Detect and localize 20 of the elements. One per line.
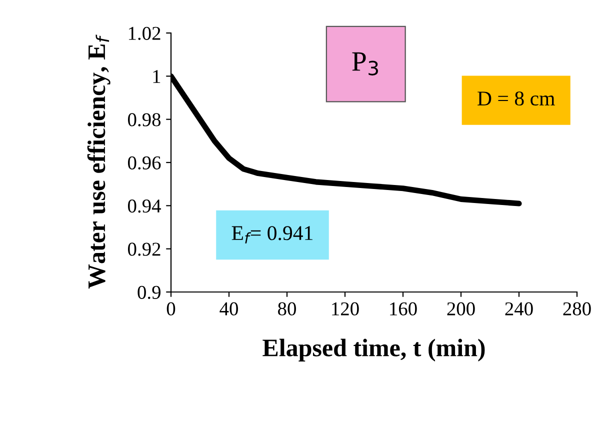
y-tick-label: 0.94 bbox=[128, 199, 161, 213]
x-axis-title: Elapsed time, t (min) bbox=[262, 338, 485, 362]
annotation: P$_{3}$ bbox=[352, 52, 378, 76]
x-tick-label: 0 bbox=[166, 302, 176, 316]
x-tick-label: 80 bbox=[278, 302, 296, 316]
annotation: E$_{f}$= 0.941 bbox=[232, 226, 312, 244]
y-tick-label: 0.92 bbox=[128, 242, 160, 256]
y-tick-label: 0.96 bbox=[128, 156, 161, 170]
x-tick-label: 280 bbox=[563, 302, 591, 316]
y-tick-label: 0.98 bbox=[128, 113, 161, 126]
x-tick-label: 240 bbox=[505, 302, 533, 316]
y-tick-label: 1 bbox=[153, 70, 160, 83]
y-tick-label: 0.9 bbox=[138, 286, 160, 300]
x-tick-label: 200 bbox=[447, 302, 475, 316]
x-tick-label: 120 bbox=[332, 302, 359, 316]
x-tick-label: 160 bbox=[390, 302, 417, 316]
y-tick-label: 1.02 bbox=[128, 26, 160, 40]
x-tick-label: 40 bbox=[220, 302, 238, 316]
annotation: D = 8 cm bbox=[478, 91, 555, 106]
y-axis-title: Water use efficiency, E$_{f}$ bbox=[87, 34, 110, 289]
